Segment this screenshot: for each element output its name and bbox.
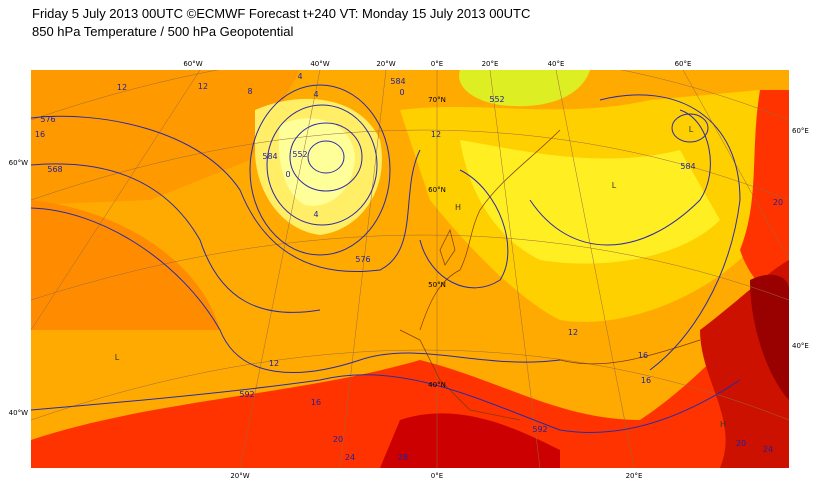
lat-label: 40°N <box>428 381 446 389</box>
contour-label: 16 <box>641 376 651 385</box>
title: Friday 5 July 2013 00UTC ©ECMWF Forecast… <box>32 6 531 21</box>
contour-label: 16 <box>311 398 321 407</box>
contour-label: 20 <box>736 439 746 448</box>
contour-label: 568 <box>47 165 62 174</box>
lon-label: 60°E <box>792 127 809 135</box>
lon-label: 60°W <box>9 159 28 167</box>
contour-label: 552 <box>292 150 307 159</box>
lon-label: 20°E <box>626 472 643 480</box>
contours <box>31 84 741 433</box>
contour-label: 584 <box>390 77 405 86</box>
contour-label: 0 <box>285 170 290 179</box>
contour-label: 16 <box>35 130 45 139</box>
contour-label: 8 <box>247 87 252 96</box>
pressure-mark: L <box>115 353 120 362</box>
contour-label: 12 <box>269 359 279 368</box>
lat-label: 50°N <box>428 281 446 289</box>
lon-label: 20°W <box>230 472 249 480</box>
pressure-mark: H <box>720 420 726 429</box>
contour-label: 12 <box>117 83 127 92</box>
contour-label: 4 <box>297 72 302 81</box>
pressure-mark: H <box>455 203 461 212</box>
lon-label: 60°E <box>675 60 692 68</box>
contour-label: 592 <box>239 390 254 399</box>
lat-label: 60°N <box>428 186 446 194</box>
subtitle: 850 hPa Temperature / 500 hPa Geopotenti… <box>32 24 294 39</box>
lon-label: 0°E <box>431 60 443 68</box>
lon-label: 40°E <box>792 342 809 350</box>
contour-label: 552 <box>489 95 504 104</box>
contour-label: 576 <box>355 255 370 264</box>
contour-label: 20 <box>333 435 343 444</box>
lat-label: 70°N <box>428 96 446 104</box>
pressure-mark: L <box>689 125 694 134</box>
contour-label: 12 <box>568 328 578 337</box>
contour-label: 20 <box>773 198 783 207</box>
lon-label: 40°W <box>310 60 329 68</box>
lon-label: 60°W <box>183 60 202 68</box>
map-fill <box>31 70 789 468</box>
contour-label: 576 <box>40 115 55 124</box>
lon-label: 40°W <box>9 409 28 417</box>
contour-label: 12 <box>431 130 441 139</box>
pressure-mark: L <box>612 181 617 190</box>
contour-label: 12 <box>198 82 208 91</box>
coastlines <box>399 129 701 421</box>
contour-label: 584 <box>680 162 695 171</box>
lon-label: 20°E <box>482 60 499 68</box>
contour-label: 4 <box>313 210 318 219</box>
contour-label: 24 <box>763 445 773 454</box>
contour-label: 0 <box>399 88 404 97</box>
contour-label: 4 <box>313 90 318 99</box>
lon-label: 40°E <box>548 60 565 68</box>
contour-label: 28 <box>398 453 408 462</box>
lon-label: 20°W <box>376 60 395 68</box>
contour-label: 592 <box>532 425 547 434</box>
contour-label: 24 <box>345 453 355 462</box>
contour-label: 16 <box>638 351 648 360</box>
lon-label: 0°E <box>431 472 443 480</box>
contour-label: 584 <box>262 152 277 161</box>
